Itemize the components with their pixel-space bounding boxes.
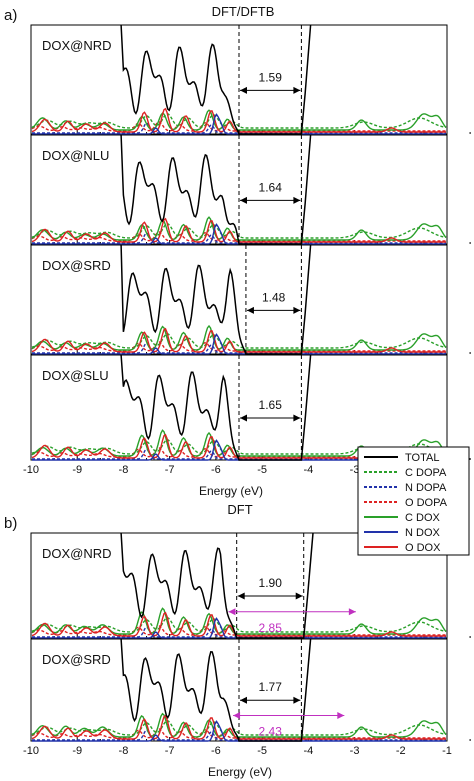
x-tick-label: -4 xyxy=(303,745,313,757)
panel-a-1: 1.59 DOX@NRD xyxy=(30,24,471,135)
panel-name-label: DOX@NRD xyxy=(42,38,112,53)
x-tick-label: -3 xyxy=(350,745,360,757)
series-odox xyxy=(31,327,446,353)
series-odopa xyxy=(31,341,446,352)
series-ndopa xyxy=(32,232,446,244)
gap-arrowheads xyxy=(240,414,301,422)
panel-name-bg xyxy=(39,364,119,384)
x-tick-label: -9 xyxy=(72,745,82,757)
series-odox xyxy=(31,611,446,637)
section-a-xlabel: Energy (eV) xyxy=(199,484,263,498)
series-odopa xyxy=(31,625,446,636)
x-tick-label: -5 xyxy=(257,745,267,757)
legend-label: O DOPA xyxy=(405,497,448,509)
x-tick-label: -6 xyxy=(211,745,221,757)
x-tick-label: -5 xyxy=(257,464,267,476)
series-ndox xyxy=(32,333,446,355)
section-a-letter: a) xyxy=(4,7,17,24)
panel-a-3: 1.48 DOX@SRD xyxy=(30,244,471,355)
series-ndopa xyxy=(32,122,446,134)
panel-name-label: DOX@SRD xyxy=(42,258,111,273)
panel-name-bg xyxy=(39,542,119,562)
gap-arrowheads xyxy=(237,592,303,600)
x-tick-label: -9 xyxy=(72,464,82,476)
panel-name-label: DOX@NRD xyxy=(42,546,112,561)
series-cdopa xyxy=(31,616,447,633)
legend-label: O DOX xyxy=(405,542,441,554)
gap-value-label: 1.48 xyxy=(262,290,286,304)
x-tick-label: -7 xyxy=(165,464,175,476)
x-tick-label: -1 xyxy=(442,745,452,757)
x-tick-label: -2 xyxy=(396,745,406,757)
series-ndopa xyxy=(32,342,446,354)
legend-label: N DOPA xyxy=(405,482,447,494)
series-total xyxy=(120,24,312,135)
gap-value-label: 1.64 xyxy=(259,180,283,194)
panel-name-label: DOX@SRD xyxy=(42,652,111,667)
gap-arrowheads xyxy=(240,196,301,204)
x-tick-label: -8 xyxy=(119,464,129,476)
panel-name-bg xyxy=(39,648,119,668)
gap-value-label: 1.90 xyxy=(259,576,283,590)
section-a-title: DFT/DFTB xyxy=(212,4,275,19)
legend: TOTAL C DOPA N DOPA O DOPA C DOX N DOX O DOX xyxy=(357,446,470,556)
panels-layer: 1.59 DOX@NRD 1.64 DOX@NLU 1.48 DOX@SRD 1.65 DOX… xyxy=(23,24,471,757)
panel-name-bg xyxy=(39,254,119,274)
gap-arrowheads xyxy=(240,696,301,704)
x-tick-label: -10 xyxy=(23,464,39,476)
x-tick-label: -10 xyxy=(23,745,39,757)
series-ndopa xyxy=(32,729,446,741)
series-total xyxy=(120,532,314,639)
legend-label: TOTAL xyxy=(405,452,439,464)
section-b-letter: b) xyxy=(4,515,17,532)
x-tick-label: -6 xyxy=(211,464,221,476)
series-ndopa xyxy=(32,626,446,638)
gap2-value-label: 2.85 xyxy=(259,621,283,635)
gap2-value-label: 2.43 xyxy=(259,725,283,739)
gap-value-label: 1.65 xyxy=(259,398,283,412)
series-cdox xyxy=(31,324,447,351)
series-total xyxy=(120,244,312,355)
section-b-title: DFT xyxy=(227,502,252,517)
x-tick-label: -8 xyxy=(119,745,129,757)
gap-value-label: 1.59 xyxy=(259,70,283,84)
series-cdopa xyxy=(31,222,447,239)
series-cdopa xyxy=(31,719,447,736)
section-b-xlabel: Energy (eV) xyxy=(208,765,272,779)
x-tick-label: -7 xyxy=(165,745,175,757)
panel-name-bg xyxy=(39,144,119,164)
legend-label: N DOX xyxy=(405,527,441,539)
series-total xyxy=(120,134,312,245)
series-cdopa xyxy=(31,112,447,129)
panel-a-2: 1.64 DOX@NLU xyxy=(30,134,471,245)
x-tick-label: -3 xyxy=(350,464,360,476)
series-total xyxy=(120,354,312,461)
panel-b-6: 1.77 2.43 DOX@SRD -10 -9 -8 -7 -6 -5 -4 -3 -2 -1 xyxy=(23,638,471,757)
series-cdox xyxy=(31,607,447,635)
legend-label: C DOPA xyxy=(405,467,447,479)
gap-arrowheads xyxy=(240,86,301,94)
gap-value-label: 1.77 xyxy=(259,680,283,694)
panel-name-label: DOX@SLU xyxy=(42,368,109,383)
series-total xyxy=(120,638,312,742)
panel-name-bg xyxy=(39,34,119,54)
x-tick-label: -4 xyxy=(303,464,313,476)
legend-label: C DOX xyxy=(405,512,441,524)
panel-name-label: DOX@NLU xyxy=(42,148,109,163)
